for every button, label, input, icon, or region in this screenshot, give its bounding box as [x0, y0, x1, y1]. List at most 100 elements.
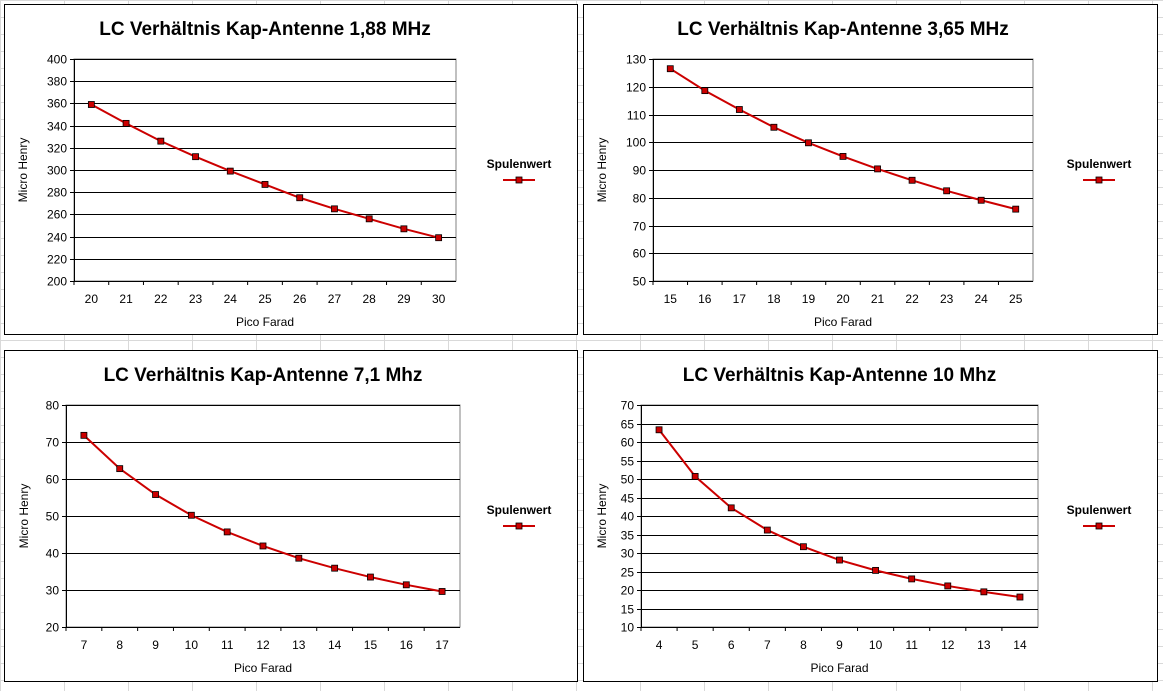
x-tick-label: 10: [869, 638, 883, 652]
x-tick-label: 19: [802, 292, 816, 306]
x-tick-label: 13: [977, 638, 991, 652]
x-tick-label: 8: [800, 638, 807, 652]
data-point: [655, 426, 663, 434]
y-axis-label: Micro Henry: [16, 138, 30, 203]
x-tick-label: 26: [293, 292, 307, 306]
legend-marker: [515, 522, 523, 530]
data-point: [836, 556, 843, 564]
y-tick-label: 110: [627, 109, 646, 123]
y-tick-label: 200: [47, 275, 67, 289]
legend-label: Spulenwert: [1067, 157, 1132, 171]
x-tick-label: 17: [435, 638, 449, 652]
x-tick-label: 7: [81, 638, 88, 652]
data-point: [187, 511, 195, 519]
data-point: [80, 431, 88, 439]
x-tick-label: 22: [905, 292, 919, 306]
data-point: [261, 181, 269, 188]
data-point: [908, 575, 916, 583]
data-point: [402, 581, 410, 589]
x-tick-label: 12: [256, 638, 270, 652]
y-tick-label: 80: [46, 399, 60, 413]
y-tick-label: 320: [47, 142, 67, 156]
x-tick-label: 25: [1009, 292, 1023, 306]
data-point: [331, 564, 339, 572]
x-axis-label: Pico Farad: [236, 315, 294, 329]
legend-marker: [515, 176, 523, 184]
x-tick-label: 11: [905, 638, 918, 652]
chart-2: LC Verhältnis Kap-Antenne 3,65 MHz 50 60 70…: [595, 19, 1132, 329]
data-point: [691, 473, 699, 480]
chart-3: LC Verhältnis Kap-Antenne 7,1 Mhz 20 30 40 5…: [17, 365, 552, 675]
legend-marker: [1095, 176, 1103, 184]
y-tick-label: 50: [633, 275, 647, 289]
y-tick-label: 90: [633, 164, 647, 178]
x-tick-label: 21: [871, 292, 885, 306]
y-tick-label: 240: [47, 231, 67, 245]
data-point: [666, 65, 674, 73]
x-tick-label: 29: [397, 292, 411, 306]
chart-title: LC Verhältnis Kap-Antenne 1,88 MHz: [99, 19, 431, 40]
data-point: [735, 106, 743, 113]
data-point: [331, 205, 338, 213]
x-tick-label: 20: [836, 292, 850, 306]
legend-label: Spulenwert: [487, 157, 552, 171]
data-point: [770, 123, 778, 131]
x-tick-label: 27: [328, 292, 342, 306]
y-tick-label: 10: [621, 621, 635, 635]
y-tick-label: 130: [626, 53, 646, 67]
x-tick-label: 8: [116, 638, 123, 652]
x-tick-label: 16: [400, 638, 414, 652]
y-tick-label: 25: [621, 566, 635, 580]
data-point: [122, 119, 130, 127]
x-tick-label: 24: [224, 292, 238, 306]
x-tick-label: 23: [189, 292, 203, 306]
y-tick-label: 360: [47, 97, 67, 111]
x-axis-label: Pico Farad: [810, 661, 868, 675]
x-tick-label: 6: [728, 638, 735, 652]
x-tick-label: 21: [119, 292, 133, 306]
data-point: [1012, 205, 1020, 213]
y-tick-label: 80: [633, 192, 647, 206]
x-tick-label: 24: [975, 292, 989, 306]
y-axis-label: Micro Henry: [595, 484, 609, 549]
data-point: [226, 167, 234, 175]
data-point: [438, 588, 446, 595]
y-tick-label: 20: [621, 584, 635, 598]
y-tick-label: 50: [46, 510, 60, 524]
data-point: [977, 196, 985, 204]
data-point: [296, 194, 304, 202]
data-point: [157, 137, 165, 145]
y-tick-label: 340: [47, 120, 67, 134]
data-point: [763, 526, 771, 534]
data-point: [435, 234, 443, 242]
data-point: [800, 543, 807, 551]
chart-panel-2: LC Verhältnis Kap-Antenne 3,65 MHz 50 60 70…: [583, 4, 1158, 335]
y-tick-label: 120: [626, 81, 646, 95]
chart-title: LC Verhältnis Kap-Antenne 10 Mhz: [683, 365, 997, 386]
x-axis-label: Pico Farad: [234, 661, 292, 675]
legend-marker: [1095, 522, 1103, 530]
data-point: [1016, 593, 1024, 601]
y-tick-label: 55: [621, 455, 635, 469]
legend-label: Spulenwert: [1067, 503, 1132, 517]
x-tick-label: 17: [733, 292, 747, 306]
data-point: [872, 566, 879, 574]
x-tick-label: 22: [154, 292, 168, 306]
data-point: [943, 187, 951, 195]
x-tick-label: 23: [940, 292, 954, 306]
data-point: [805, 139, 812, 147]
x-tick-label: 11: [221, 638, 234, 652]
legend-label: Spulenwert: [487, 503, 552, 517]
chart-panel-3: LC Verhältnis Kap-Antenne 7,1 Mhz 20 30 40 5…: [4, 350, 578, 682]
y-tick-label: 70: [633, 220, 647, 234]
data-point: [259, 542, 267, 550]
data-point: [908, 176, 916, 184]
data-point: [367, 573, 374, 581]
data-point: [223, 528, 231, 536]
chart-4: LC Verhältnis Kap-Antenne 10 Mhz 10 15 20 25…: [595, 365, 1132, 675]
chart-title: LC Verhältnis Kap-Antenne 3,65 MHz: [677, 19, 1009, 40]
x-axis-label: Pico Farad: [814, 315, 872, 329]
y-tick-label: 260: [47, 208, 67, 222]
y-tick-label: 60: [633, 247, 647, 261]
y-tick-label: 280: [47, 186, 67, 200]
